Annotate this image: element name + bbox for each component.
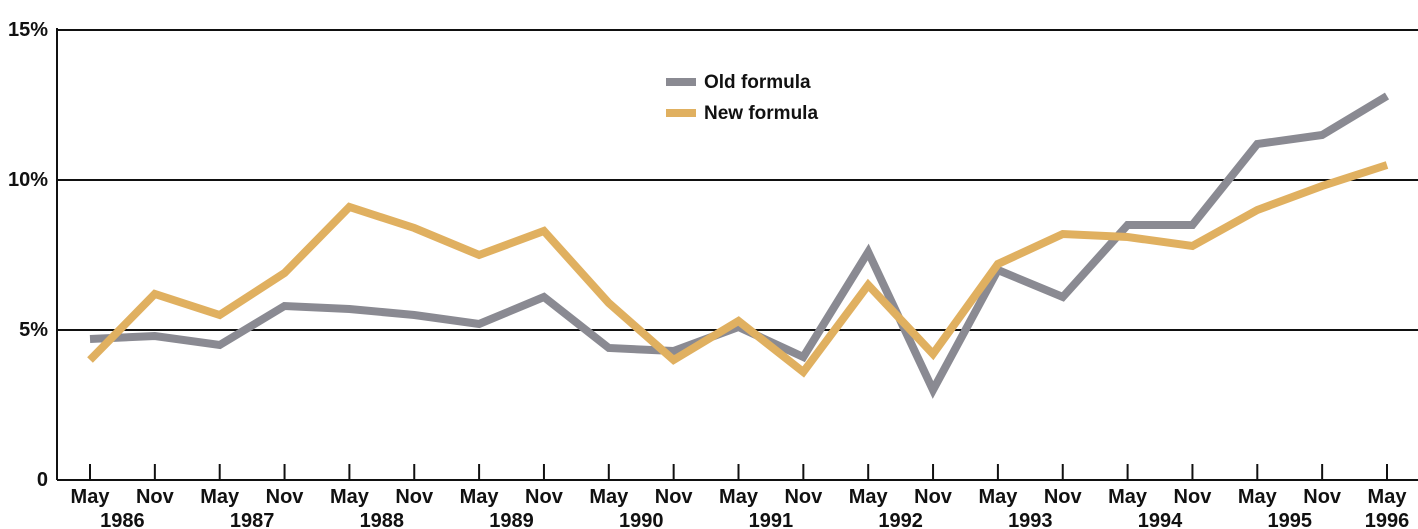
legend: Old formula New formula	[666, 72, 818, 124]
x-tick-label: Nov	[525, 486, 564, 508]
x-tick-label: Nov	[266, 486, 305, 508]
x-tick-label: May	[330, 486, 370, 508]
x-tick-label: May	[460, 486, 500, 508]
y-tick-label: 0	[37, 469, 48, 491]
x-tick-label: May	[71, 486, 111, 508]
x-year-label: 1987	[230, 510, 275, 529]
x-year-label: 1996	[1365, 510, 1410, 529]
y-tick-label: 5%	[19, 319, 48, 341]
series-lines	[87, 92, 1390, 399]
x-tick-label: Nov	[1044, 486, 1083, 508]
x-year-label: 1986	[100, 510, 145, 529]
x-tick-label: Nov	[784, 486, 823, 508]
x-year-label: 1989	[489, 510, 534, 529]
x-tick-label: Nov	[655, 486, 694, 508]
x-tick-label: May	[1108, 486, 1148, 508]
y-tick-label: 15%	[8, 19, 48, 41]
series-line-new-formula	[87, 161, 1389, 378]
x-tick-label: May	[1238, 486, 1278, 508]
x-tick-label: May	[589, 486, 629, 508]
x-tick-label: Nov	[1174, 486, 1213, 508]
x-year-label: 1994	[1138, 510, 1183, 529]
x-tick-label: Nov	[395, 486, 434, 508]
x-year-label: 1992	[878, 510, 923, 529]
x-year-label: 1991	[749, 510, 794, 529]
x-year-label: 1995	[1267, 510, 1312, 529]
x-tick-label: May	[200, 486, 240, 508]
x-tick-label: May	[719, 486, 759, 508]
x-tick-label: Nov	[914, 486, 953, 508]
x-tick-label: May	[978, 486, 1018, 508]
x-year-label: 1993	[1008, 510, 1053, 529]
x-tick-label: May	[849, 486, 889, 508]
y-tick-label: 10%	[8, 169, 48, 191]
legend-label: Old formula	[704, 72, 811, 93]
x-tick-label: Nov	[1303, 486, 1342, 508]
legend-label: New formula	[704, 103, 818, 124]
x-year-label: 1988	[360, 510, 405, 529]
x-year-label: 1990	[619, 510, 664, 529]
axes: 0 5% 10% 15% May Nov May Nov May Nov May Nov May Nov M…	[8, 19, 1418, 529]
x-tick-label: May	[1368, 486, 1408, 508]
x-tick-label: Nov	[136, 486, 175, 508]
